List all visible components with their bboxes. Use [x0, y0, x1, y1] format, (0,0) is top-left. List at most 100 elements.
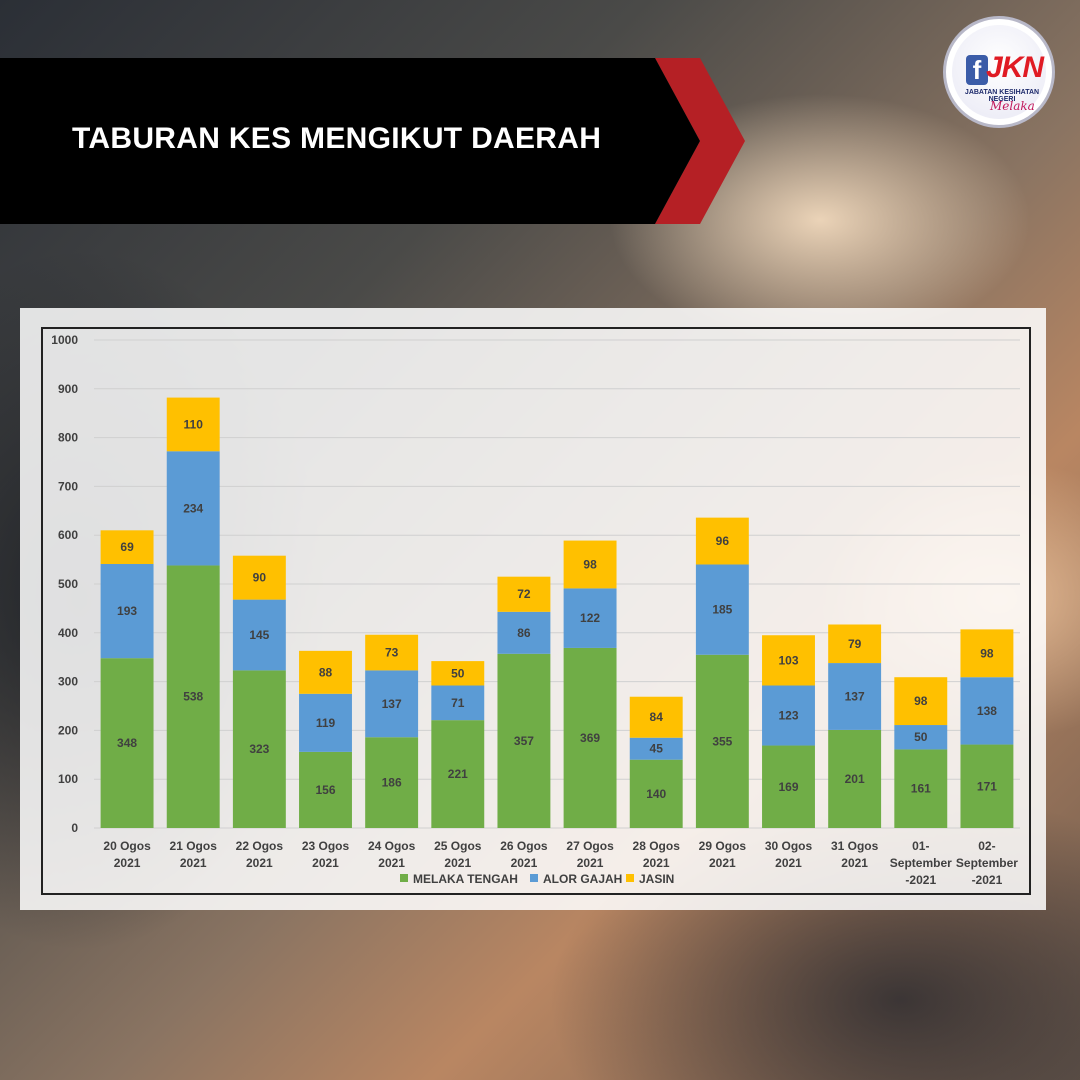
title-banner [0, 58, 745, 224]
bar-segment-alor-gajah [497, 611, 551, 654]
bar-segment-jasin [299, 650, 352, 694]
data-label: 96 [716, 534, 730, 548]
y-tick-label: 300 [58, 675, 78, 689]
x-category-label: 2021 [709, 856, 736, 870]
x-category-label: 20 Ogos [103, 839, 151, 853]
bar-segment-melaka-tengah [232, 670, 286, 828]
bar-segment-jasin [100, 530, 154, 564]
data-label: 357 [514, 734, 534, 748]
x-category-label: 2021 [577, 856, 604, 870]
data-label: 193 [117, 604, 137, 618]
bar-segment-jasin [365, 634, 419, 671]
data-label: 90 [253, 571, 267, 585]
logo-script: Melaka [990, 99, 1035, 113]
bar-segment-alor-gajah [365, 670, 419, 738]
data-label: 50 [451, 666, 465, 680]
y-tick-label: 200 [58, 723, 78, 737]
y-tick-label: 800 [58, 431, 78, 445]
data-label: 72 [517, 587, 531, 601]
bar-segment-alor-gajah [762, 685, 815, 746]
bar-segment-alor-gajah [299, 693, 352, 752]
data-label: 171 [977, 779, 997, 793]
legend-swatch [400, 874, 408, 882]
bar-segment-melaka-tengah [497, 653, 551, 828]
legend-swatch [626, 874, 634, 882]
bar-segment-alor-gajah [431, 685, 485, 721]
data-label: 137 [845, 689, 865, 703]
x-category-label: 2021 [775, 856, 802, 870]
data-label: 119 [316, 716, 336, 730]
x-category-label: 29 Ogos [699, 839, 747, 853]
y-tick-label: 600 [58, 528, 78, 542]
data-label: 138 [977, 704, 997, 718]
data-label: 156 [315, 783, 335, 797]
data-label: 122 [580, 611, 600, 625]
data-label: 369 [580, 731, 600, 745]
data-label: 86 [517, 626, 531, 640]
data-label: 169 [778, 780, 798, 794]
data-label: 185 [712, 603, 732, 617]
x-category-label: 2021 [511, 856, 538, 870]
data-label: 140 [646, 787, 666, 801]
bar-segment-melaka-tengah [629, 759, 683, 828]
data-label: 98 [914, 694, 928, 708]
data-label: 73 [385, 646, 399, 660]
y-tick-label: 700 [58, 479, 78, 493]
bar-segment-jasin [960, 629, 1014, 678]
logo-subtitle: JABATAN KESIHATAN NEGERI [964, 89, 1040, 103]
x-category-label: 26 Ogos [500, 839, 548, 853]
data-label: 88 [319, 665, 333, 679]
bar-segment-melaka-tengah [431, 720, 485, 828]
data-label: 221 [448, 767, 468, 781]
bar-segment-jasin [894, 677, 948, 726]
bar-segment-melaka-tengah [166, 565, 220, 828]
data-label: 123 [778, 709, 798, 723]
bar-segment-melaka-tengah [365, 737, 419, 828]
bar-segment-jasin [431, 661, 485, 686]
bar-segment-alor-gajah [629, 737, 683, 760]
x-category-label: 21 Ogos [170, 839, 218, 853]
bar-segment-alor-gajah [960, 677, 1014, 745]
facebook-icon: f [966, 55, 988, 85]
x-category-label: 02- [978, 839, 995, 853]
chart-border [41, 327, 1031, 895]
x-category-label: 24 Ogos [368, 839, 416, 853]
x-category-label: -2021 [972, 873, 1003, 887]
jkn-logo: f JKN JABATAN KESIHATAN NEGERI Melaka [943, 16, 1055, 128]
bar-segment-alor-gajah [166, 451, 220, 566]
data-label: 110 [184, 417, 204, 431]
data-label: 186 [382, 776, 402, 790]
bar-segment-alor-gajah [828, 663, 882, 730]
legend-label: MELAKA TENGAH [413, 872, 518, 886]
x-category-label: 2021 [444, 856, 471, 870]
data-label: 103 [778, 653, 798, 667]
x-category-label: 22 Ogos [236, 839, 284, 853]
bar-segment-melaka-tengah [762, 745, 815, 828]
x-category-label: -2021 [905, 873, 936, 887]
bar-segment-jasin [828, 624, 882, 664]
data-label: 323 [249, 742, 269, 756]
x-category-label: 2021 [841, 856, 868, 870]
data-label: 98 [583, 557, 597, 571]
x-category-label: 2021 [378, 856, 405, 870]
y-tick-label: 400 [58, 626, 78, 640]
chart-panel: 0 100 200 300 400 500 600 700 800 900 1000 348 193 6… [20, 308, 1046, 910]
data-label: 98 [980, 646, 994, 660]
bar-segment-melaka-tengah [563, 647, 617, 828]
bar-segment-jasin [563, 540, 617, 589]
banner-black-bar [0, 58, 700, 224]
x-category-label: 2021 [114, 856, 141, 870]
x-category-label: 2021 [643, 856, 670, 870]
legend-label: ALOR GAJAH [543, 872, 622, 886]
data-label: 538 [183, 690, 203, 704]
data-label: 50 [914, 730, 928, 744]
bar-segment-melaka-tengah [100, 658, 154, 828]
legend-swatch [530, 874, 538, 882]
x-category-label: 30 Ogos [765, 839, 813, 853]
data-label: 201 [845, 772, 865, 786]
x-category-label: 25 Ogos [434, 839, 482, 853]
x-category-label: 27 Ogos [566, 839, 614, 853]
data-label: 137 [382, 697, 402, 711]
x-category-label: September [956, 856, 1018, 870]
data-label: 348 [117, 736, 137, 750]
